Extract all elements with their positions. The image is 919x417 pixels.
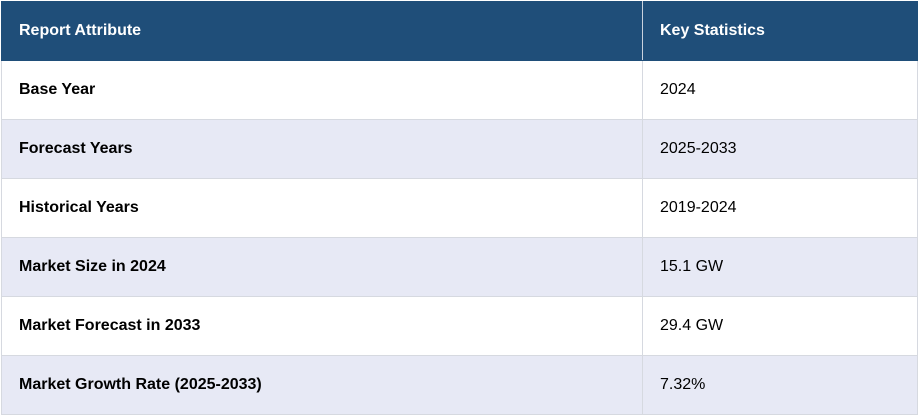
header-row: Report Attribute Key Statistics (1, 1, 918, 61)
table-row: Market Size in 2024 15.1 GW (1, 237, 918, 297)
attribute-cell: Market Growth Rate (2025-2033) (1, 355, 643, 415)
value-cell: 2019-2024 (642, 178, 918, 238)
attribute-cell: Market Forecast in 2033 (1, 296, 643, 356)
value-cell: 15.1 GW (642, 237, 918, 297)
header-cell: Key Statistics (642, 1, 918, 61)
table-row: Historical Years 2019-2024 (1, 178, 918, 238)
attribute-cell: Forecast Years (1, 119, 643, 179)
value-cell: 2025-2033 (642, 119, 918, 179)
attribute-cell: Base Year (1, 60, 643, 120)
table-row: Market Growth Rate (2025-2033) 7.32% (1, 355, 918, 415)
header-cell: Report Attribute (1, 1, 643, 61)
attribute-cell: Market Size in 2024 (1, 237, 643, 297)
value-cell: 2024 (642, 60, 918, 120)
table-row: Market Forecast in 2033 29.4 GW (1, 296, 918, 356)
table-row: Forecast Years 2025-2033 (1, 119, 918, 179)
attribute-cell: Historical Years (1, 178, 643, 238)
table-row: Base Year 2024 (1, 60, 918, 120)
value-cell: 29.4 GW (642, 296, 918, 356)
value-cell: 7.32% (642, 355, 918, 415)
